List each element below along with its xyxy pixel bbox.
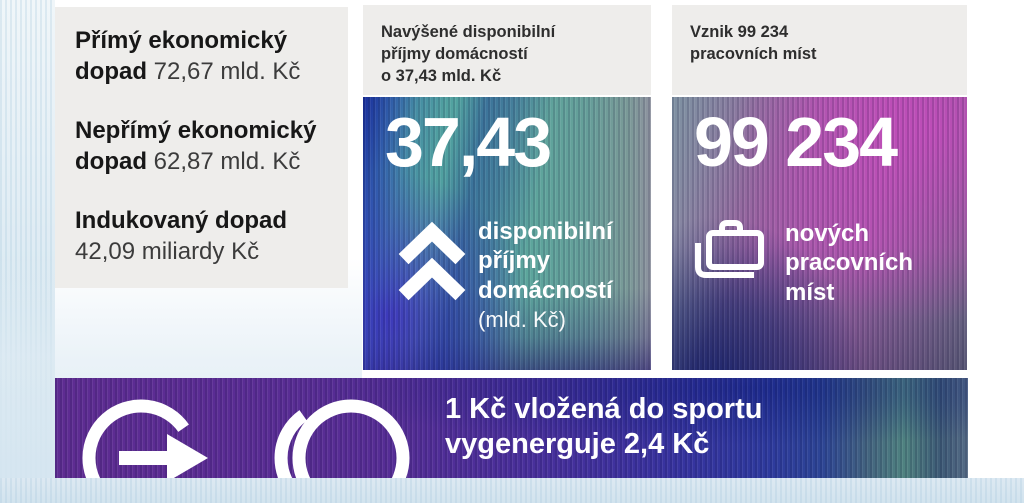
jobs-card-header: Vznik 99 234 pracovních míst: [672, 5, 967, 95]
briefcase-icon: [692, 217, 768, 285]
jobs-label-line: pracovních: [785, 249, 914, 277]
multiplier-banner: 1 Kč vložená do sportu vygenerguje 2,4 K…: [55, 378, 968, 478]
induced-impact-label: Indukovaný dopad: [75, 206, 288, 234]
indirect-impact-label: Nepřímý ekonomický dopad: [75, 116, 317, 176]
income-tile-label: disponibilní příjmy domácností (mld. Kč): [478, 217, 613, 334]
income-header-line: příjmy domácností: [381, 44, 528, 63]
jobs-card-tile: 99 234 nových pracovních míst: [672, 97, 967, 370]
arc-and-circle-icon: [243, 392, 411, 478]
income-label-line: příjmy: [478, 247, 551, 275]
income-header-line: Navýšené disponibilní: [381, 23, 556, 41]
income-card-tile: 37,43 disponibilní příjmy domácností (ml…: [363, 97, 651, 370]
multiplier-line1: 1 Kč vložená do sportu: [445, 393, 763, 425]
jobs-tile-label: nových pracovních míst: [785, 219, 913, 307]
income-header-line: o 37,43 mld. Kč: [381, 66, 502, 85]
income-card-header: Navýšené disponibilní příjmy domácností …: [363, 5, 651, 95]
multiplier-statement: 1 Kč vložená do sportu vygenerguje 2,4 K…: [445, 392, 762, 462]
income-label-line: disponibilní: [478, 218, 613, 246]
jobs-header-line: Vznik 99 234: [690, 23, 789, 41]
indirect-impact-item: Nepřímý ekonomický dopad 62,87 mld. Kč: [75, 115, 336, 178]
indirect-impact-value: 62,87 mld. Kč: [153, 148, 301, 176]
direct-impact-label: Přímý ekonomický dopad: [75, 27, 288, 86]
jobs-label-line: nových: [785, 220, 870, 248]
jobs-big-number: 99 234: [694, 103, 898, 181]
jobs-label-line: míst: [785, 278, 835, 306]
income-label-line: domácností: [478, 276, 613, 304]
economic-impact-panel: Přímý ekonomický dopad 72,67 mld. Kč Nep…: [55, 7, 348, 288]
multiplier-line2: vygenerguje 2,4 Kč: [445, 427, 710, 460]
income-big-number: 37,43: [385, 103, 552, 181]
background-texture-bottom: [0, 478, 1024, 503]
direct-impact-item: Přímý ekonomický dopad 72,67 mld. Kč: [75, 25, 336, 88]
double-chevron-up-icon: [396, 217, 468, 305]
induced-impact-value: 42,09 miliardy Kč: [75, 238, 260, 266]
direct-impact-value: 72,67 mld. Kč: [153, 58, 301, 86]
income-unit-label: (mld. Kč): [478, 306, 566, 332]
arrow-exit-circle-icon: [81, 392, 213, 478]
induced-impact-item: Indukovaný dopad 42,09 miliardy Kč: [75, 205, 336, 268]
jobs-header-line: pracovních míst: [690, 44, 817, 63]
